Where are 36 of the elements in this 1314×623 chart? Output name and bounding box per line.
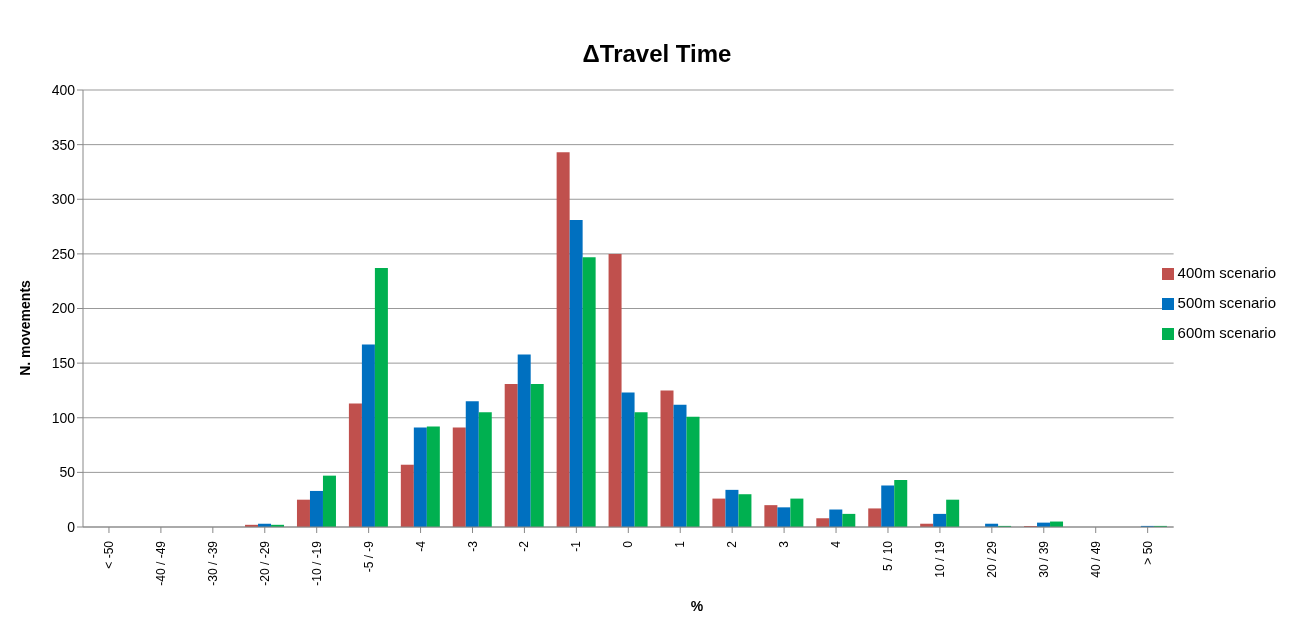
- x-tick-label: > 50: [1140, 540, 1155, 565]
- y-tick-label: 50: [59, 464, 76, 481]
- y-tick-label: 300: [51, 191, 76, 208]
- x-tick-label: -30 / -39: [205, 540, 220, 586]
- x-tick-label: 3: [777, 540, 792, 548]
- legend-label: 500m scenario: [1177, 294, 1276, 311]
- y-tick-label: 350: [51, 136, 76, 153]
- y-tick-label: 100: [51, 409, 76, 426]
- x-tick-label: 30 / 39: [1036, 540, 1051, 578]
- x-tick-label: -5 / -9: [361, 540, 376, 573]
- y-axis-title: N. movements: [17, 280, 34, 376]
- x-tick-label: -2: [517, 540, 532, 552]
- x-tick-label: 2: [725, 540, 740, 548]
- x-tick-label: -1: [569, 540, 584, 552]
- legend-label: 400m scenario: [1177, 264, 1276, 281]
- y-tick-label: 400: [51, 81, 76, 98]
- x-tick-label: 0: [621, 540, 636, 548]
- x-tick-label: -10 / -19: [309, 540, 324, 586]
- y-tick-label: 0: [67, 518, 76, 535]
- x-tick-label: -4: [413, 540, 428, 552]
- chart-title: ΔTravel Time: [581, 40, 733, 68]
- x-tick-label: -3: [465, 540, 480, 552]
- x-tick-label: 5 / 10: [880, 540, 895, 572]
- x-axis-title: %: [689, 598, 705, 614]
- y-tick-label: 200: [51, 300, 76, 317]
- x-tick-label: 20 / 29: [984, 540, 999, 578]
- x-tick-label: 40 / 49: [1088, 540, 1103, 578]
- x-tick-label: < -50: [101, 540, 116, 569]
- x-tick-label: -40 / -49: [153, 540, 168, 586]
- x-tick-label: -20 / -29: [257, 540, 272, 586]
- y-tick-label: 150: [51, 355, 76, 372]
- x-tick-label: 4: [829, 540, 844, 548]
- x-tick-label: 1: [673, 540, 688, 548]
- legend-label: 600m scenario: [1177, 324, 1276, 341]
- x-tick-label: 10 / 19: [932, 540, 947, 578]
- y-tick-label: 250: [51, 245, 76, 262]
